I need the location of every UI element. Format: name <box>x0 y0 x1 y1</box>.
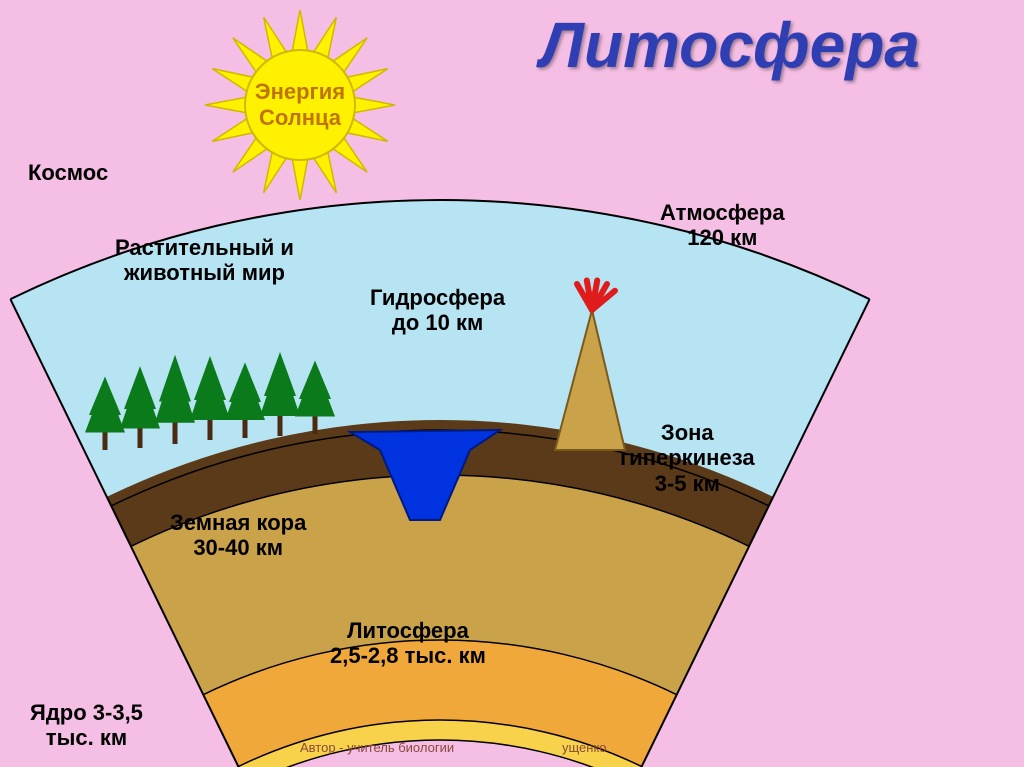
diagram-svg: ЭнергияСолнца <box>0 0 1024 767</box>
label-hyperkinesis: Зона гиперкинеза 3-5 км <box>620 420 755 496</box>
label-atmosphere: Атмосфера 120 км <box>660 200 785 251</box>
label-lithosphere: Литосфера 2,5-2,8 тыс. км <box>330 618 486 669</box>
label-cosmos: Космос <box>28 160 108 185</box>
label-hydrosphere: Гидросфера до 10 км <box>370 285 505 336</box>
svg-text:Энергия: Энергия <box>255 79 345 104</box>
label-core: Ядро 3-3,5 тыс. км <box>30 700 143 751</box>
label-plantworld: Растительный и животный мир <box>115 235 294 286</box>
svg-text:Солнца: Солнца <box>259 105 342 130</box>
page-title: Литосфера <box>540 8 920 82</box>
author-credit: Автор - учитель биологии <box>300 740 454 755</box>
label-crust: Земная кора 30-40 км <box>170 510 306 561</box>
author-name: ущенко <box>562 740 607 755</box>
